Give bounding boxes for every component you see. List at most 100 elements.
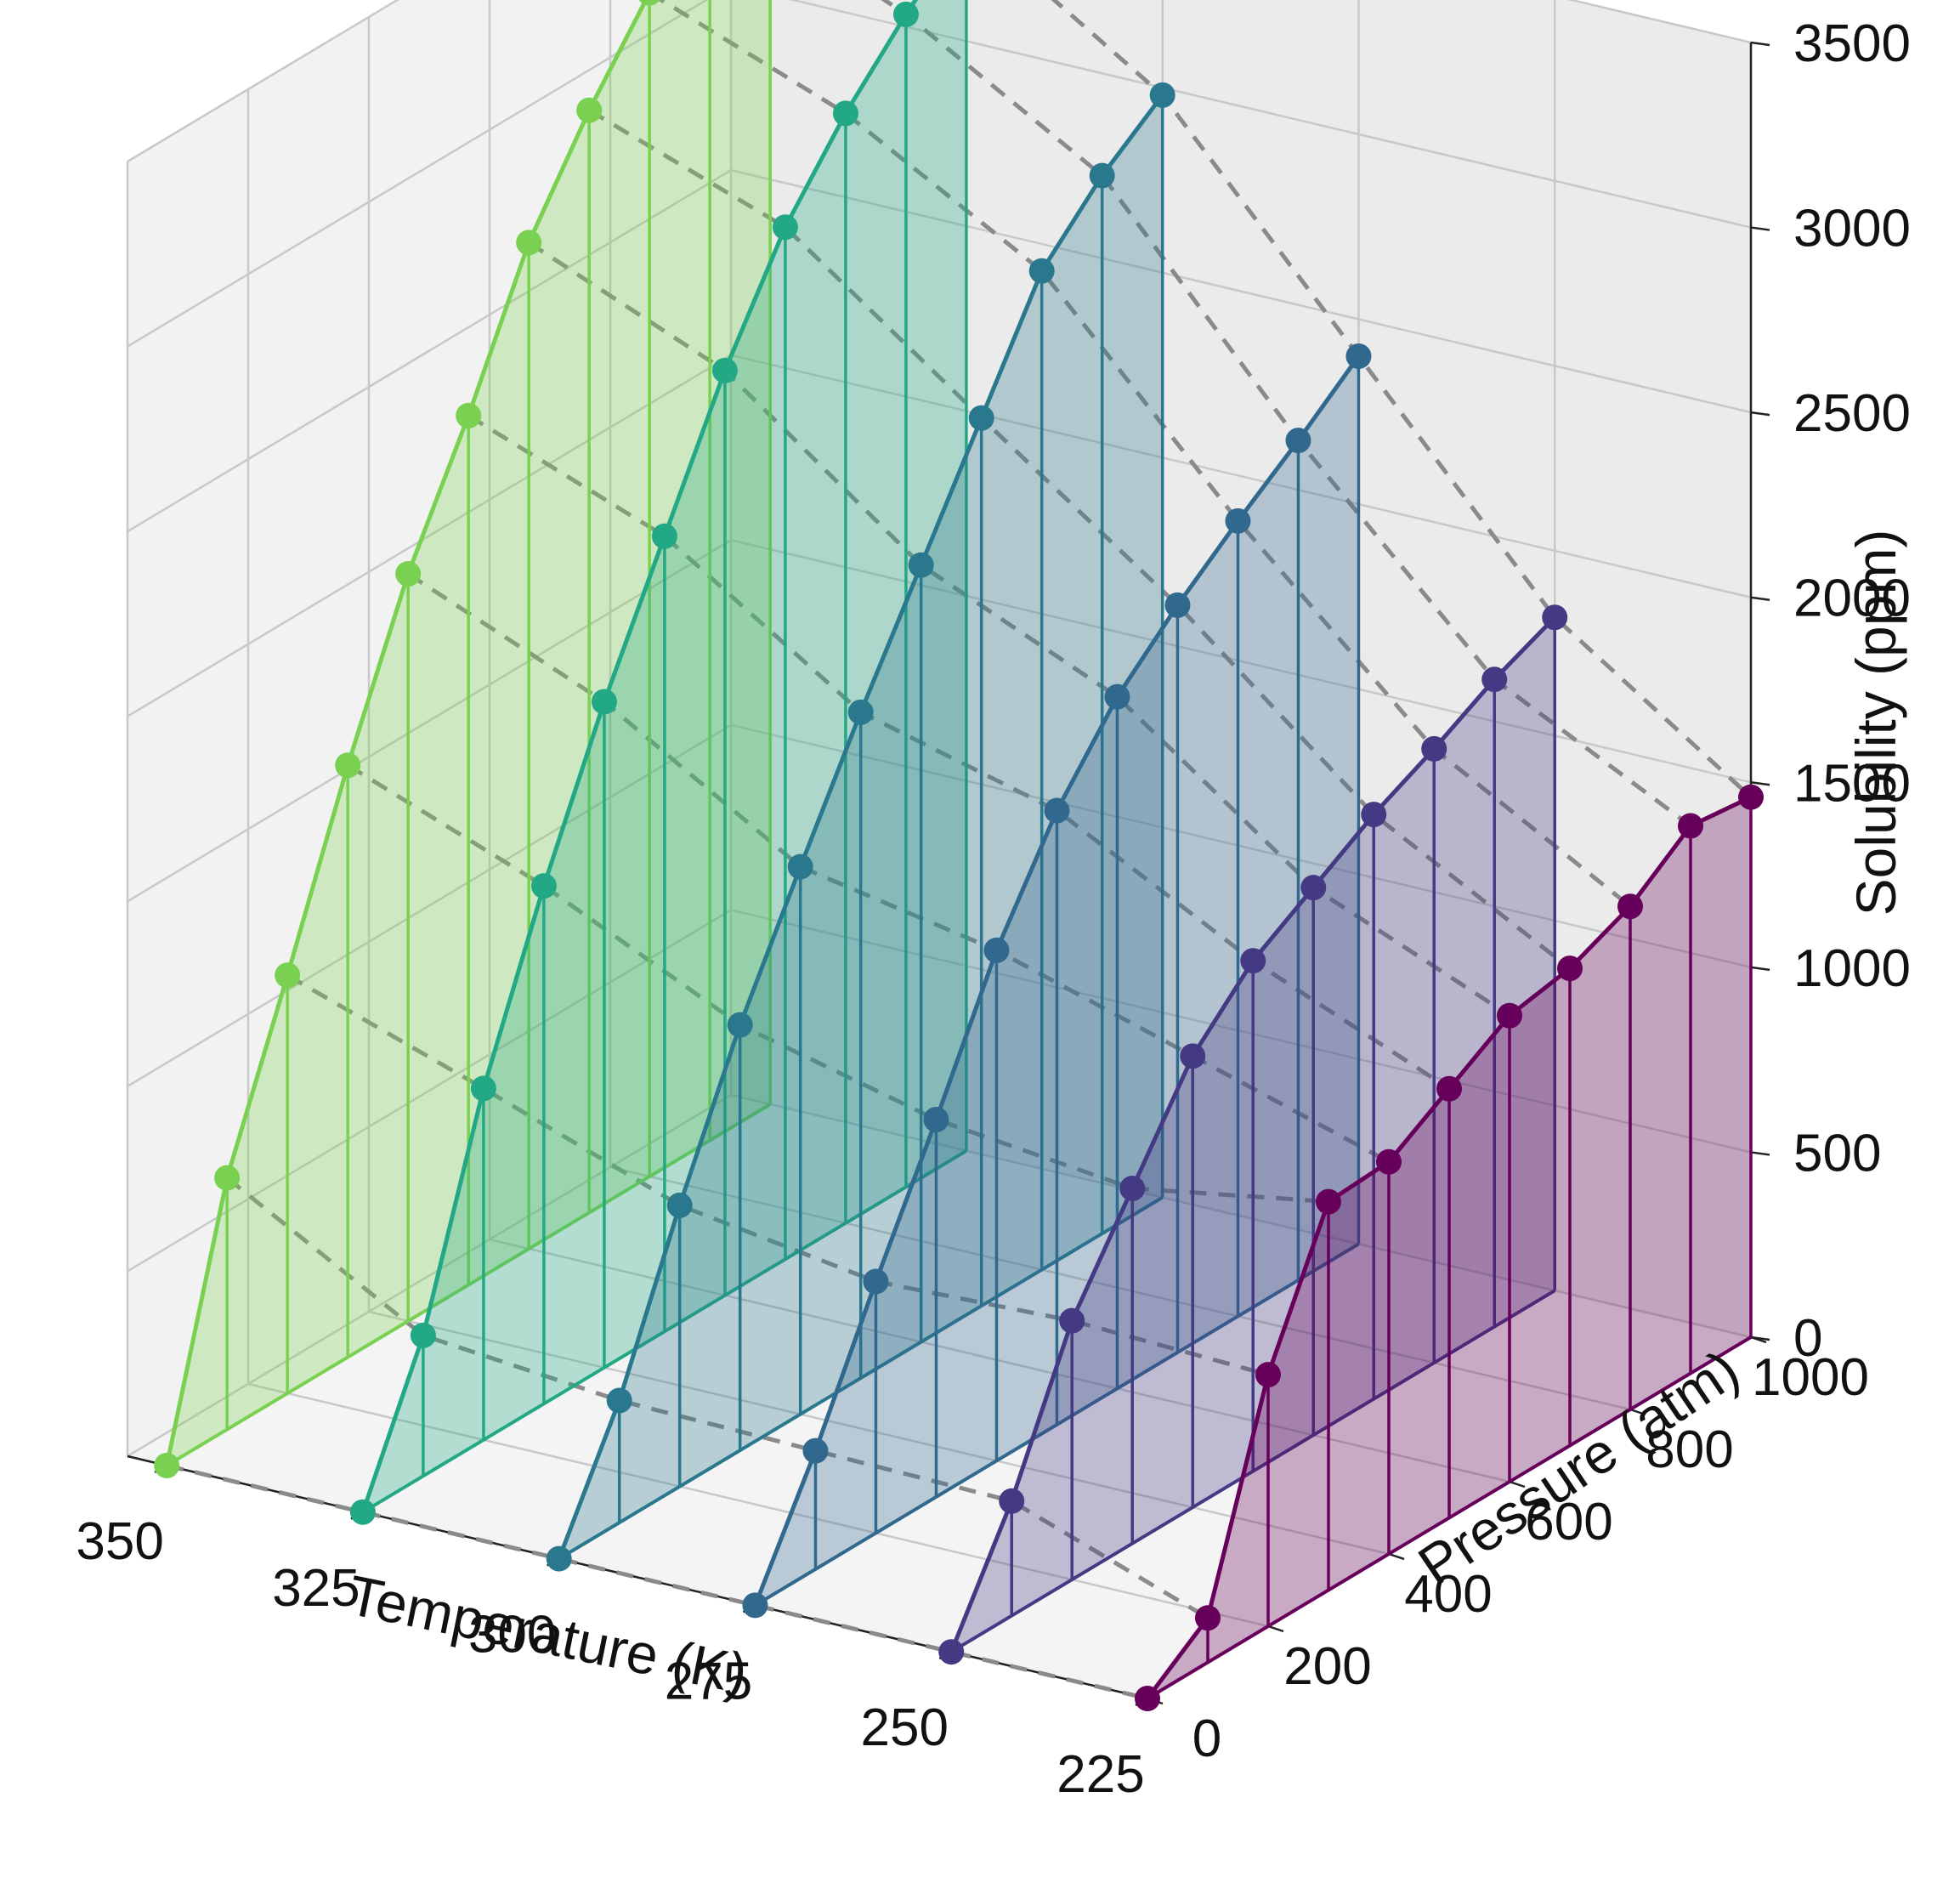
pressure-connector-dashed [587,108,1572,971]
x-tick-label: 275 [665,1652,752,1710]
data-series [154,0,1764,1711]
z-tick-mark [1750,966,1770,972]
data-point-225 [1316,1188,1341,1215]
data-point-225 [1436,1075,1462,1102]
z-tick-mark [1750,596,1770,601]
y-tick-label: 600 [1525,1493,1612,1551]
grid-line-pressure-floor [609,1165,1631,1411]
grid-line-pressure-floor [368,1310,1390,1556]
data-point-275 [1104,683,1130,710]
data-point-275 [1345,343,1372,370]
data-point-300 [727,1012,753,1038]
data-point-350 [516,230,542,256]
x-tick-label: 300 [468,1606,556,1664]
data-point-250 [1361,802,1387,828]
series-baseline-350 [166,1103,772,1467]
pressure-connector-dashed [1051,0,1753,799]
data-point-275 [983,937,1010,963]
data-point-225 [1497,1002,1522,1029]
grid-line-sol-left [127,0,709,348]
x-tick-label: 325 [272,1559,360,1618]
data-point-275 [923,1107,949,1133]
data-point-325 [832,100,858,127]
grid-line-sol-right [730,168,1752,414]
data-point-250 [1059,1307,1085,1334]
data-point-250 [1421,735,1447,762]
data-point-325 [530,873,557,899]
y-tick-mark [1267,1625,1284,1633]
grid-line-sol-right [730,1093,1752,1339]
z-tick-label: 0 [1793,1309,1822,1368]
y-tick-mark [1509,1480,1526,1489]
data-point-350 [214,1165,241,1191]
z-tick-label: 3000 [1793,200,1911,258]
grid-line-sol-left [127,0,399,163]
grid-line-sol-left [127,539,732,903]
y-tick-label: 1000 [1752,1348,1869,1407]
data-point-225 [1195,1605,1221,1631]
data-point-250 [999,1488,1025,1514]
z-tick-label: 2500 [1793,384,1911,443]
data-point-350 [154,1452,180,1478]
data-point-350 [335,752,361,779]
pressure-connector-dashed [881,0,1692,828]
grid-line-pressure-floor [247,1382,1269,1628]
data-point-325 [349,1499,376,1525]
y-tick-label: 800 [1646,1421,1733,1479]
data-point-325 [772,214,798,241]
z-tick-mark [1750,226,1770,231]
data-point-350 [576,97,603,123]
z-tick-mark [1750,41,1770,47]
data-point-225 [1135,1686,1160,1711]
grid-line-pressure-floor [489,1238,1510,1483]
data-point-275 [1164,592,1191,618]
data-point-325 [651,523,677,549]
data-point-225 [1255,1362,1281,1388]
z-tick-label: 1500 [1793,754,1911,813]
series-baseline-250 [950,1289,1556,1653]
x-tick-label: 350 [76,1512,163,1571]
data-point-300 [606,1387,632,1414]
grid-line-sol-right [730,909,1752,1154]
z-tick-label: 1000 [1793,939,1911,998]
data-point-325 [470,1075,496,1102]
y-tick-label: 400 [1404,1565,1492,1624]
pressure-connector-dashed [166,1463,1148,1701]
tick-labels: 3503253002752502250200400600800100005001… [76,14,1911,1804]
series-baseline-225 [1146,1335,1753,1700]
data-point-225 [1678,813,1703,839]
data-point-300 [1028,258,1055,284]
data-point-300 [787,853,813,880]
pressure-connector-dashed [467,413,1451,1091]
grid-line-sol-left [127,723,732,1087]
grid-line-sol-right [730,539,1752,784]
y-tick-label: 200 [1283,1637,1371,1696]
data-point-275 [1285,428,1311,454]
data-point-325 [892,1,919,27]
pressure-connector-dashed [346,763,1329,1205]
data-point-325 [591,689,617,715]
data-point-225 [1376,1148,1402,1175]
grid-line-sol-left [127,169,732,533]
data-point-300 [968,405,994,431]
y-tick-mark [1388,1552,1405,1561]
y-tick-mark [1629,1408,1646,1416]
data-point-250 [1180,1043,1206,1069]
data-point-250 [1542,604,1568,631]
data-point-300 [1089,162,1115,189]
z-tick-label: 3500 [1793,14,1911,73]
data-point-325 [410,1322,436,1348]
data-point-275 [742,1592,768,1619]
pressure-connector-dashed [225,1176,1209,1620]
grid-line-sol-right [730,354,1752,598]
data-point-325 [711,357,738,383]
data-point-250 [1240,948,1266,974]
data-point-225 [1557,956,1583,982]
left-back-pane [127,0,731,1456]
data-point-275 [1225,508,1251,534]
data-point-300 [847,699,874,725]
pressure-connector-dashed [286,973,1269,1377]
pressure-connector-dashed [657,0,1632,909]
